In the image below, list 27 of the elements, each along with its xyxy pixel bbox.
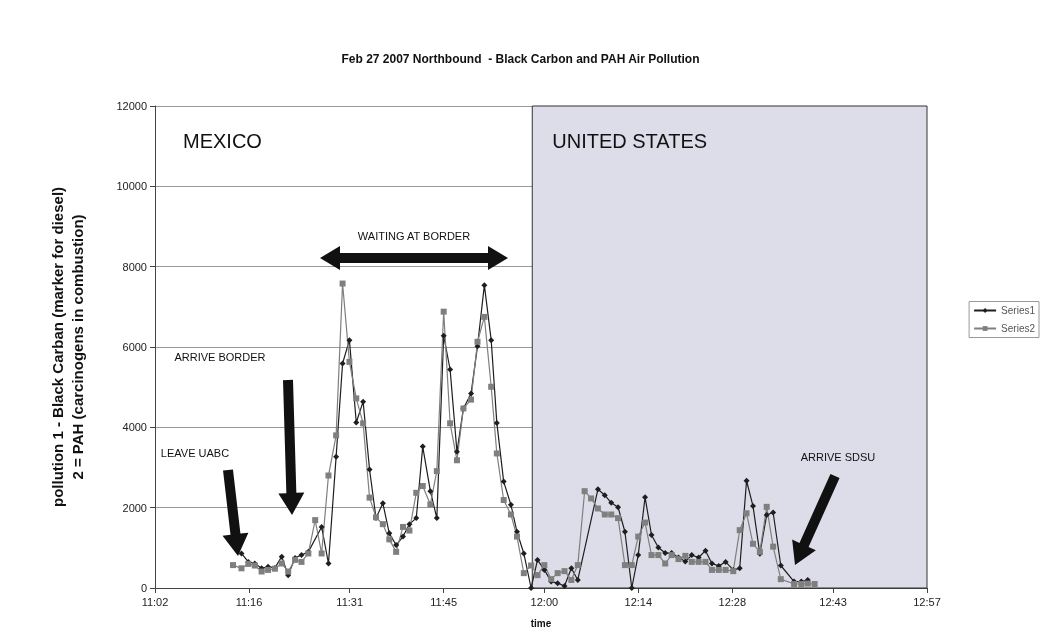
- annotation: LEAVE UABC: [160, 447, 230, 459]
- annotation: WAITING AT BORDER: [357, 230, 471, 242]
- annotation: ARRIVE SDSU: [800, 451, 876, 463]
- x-tick-label: 12:00: [530, 595, 559, 608]
- x-tick-label: 12:14: [624, 595, 653, 608]
- x-tick-label: 12:57: [913, 595, 941, 608]
- y-tick-label: 4000: [122, 421, 147, 434]
- x-tick-label: 11:45: [430, 595, 458, 608]
- annotation: ARRIVE BORDER: [174, 351, 266, 363]
- x-tick-label: 12:28: [718, 595, 747, 608]
- x-tick-label: 11:16: [235, 595, 263, 608]
- y-tick-label: 0: [140, 582, 147, 594]
- y-tick-label: 2000: [122, 501, 147, 514]
- y-tick-label: 6000: [122, 341, 147, 353]
- x-tick-label: 12:43: [819, 595, 847, 608]
- x-tick-label: 11:31: [336, 595, 364, 608]
- band-label: UNITED STATES: [552, 130, 708, 152]
- chart-title: Feb 27 2007 Northbound - Black Carbon and PAH Air Pollution: [341, 52, 700, 66]
- y-axis-title: pollution 1 - Black Carban (marker for diesel) 2 = PAH (carcinogens in combustion): [48, 186, 86, 508]
- y-tick-label: 12000: [116, 100, 147, 112]
- x-axis-title: time: [530, 617, 552, 629]
- y-tick-label: 10000: [116, 180, 147, 193]
- y-tick-label: 8000: [122, 260, 147, 273]
- annotation: MEXICO: [183, 130, 262, 152]
- x-tick-label: 11:02: [141, 595, 169, 608]
- legend-label: Series2: [1001, 323, 1036, 334]
- legend-label: Series1: [1001, 305, 1036, 316]
